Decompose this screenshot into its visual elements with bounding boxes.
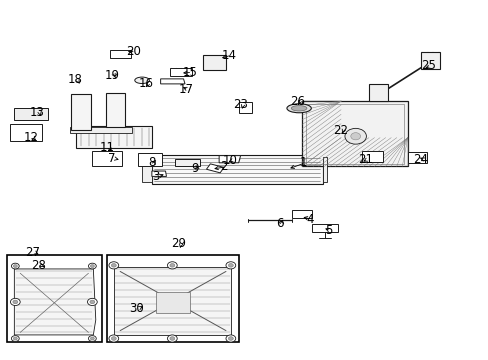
Circle shape: [344, 129, 366, 144]
Text: 5: 5: [324, 224, 331, 238]
Text: 2: 2: [220, 160, 227, 173]
Circle shape: [13, 337, 17, 340]
Text: 11: 11: [99, 141, 114, 154]
Polygon shape: [71, 94, 91, 130]
Text: 9: 9: [191, 162, 198, 175]
Text: 22: 22: [333, 124, 348, 137]
Polygon shape: [203, 55, 225, 69]
Bar: [107, 255, 238, 342]
Polygon shape: [14, 108, 48, 120]
Polygon shape: [219, 156, 240, 163]
Circle shape: [169, 264, 174, 267]
Circle shape: [350, 133, 360, 140]
Polygon shape: [105, 93, 125, 127]
Polygon shape: [10, 125, 42, 141]
Text: 19: 19: [104, 69, 119, 82]
Polygon shape: [206, 164, 224, 173]
Circle shape: [109, 335, 119, 342]
Ellipse shape: [286, 104, 311, 113]
Text: 13: 13: [30, 106, 44, 119]
Circle shape: [225, 262, 235, 269]
Polygon shape: [110, 50, 131, 58]
Polygon shape: [142, 157, 152, 182]
Circle shape: [225, 335, 235, 342]
Circle shape: [111, 264, 116, 267]
Polygon shape: [76, 126, 152, 148]
Text: 3: 3: [152, 170, 159, 183]
Text: 4: 4: [306, 213, 313, 226]
Circle shape: [228, 264, 233, 267]
Ellipse shape: [135, 77, 149, 84]
Polygon shape: [14, 269, 96, 335]
Text: 23: 23: [233, 98, 247, 111]
Text: 6: 6: [275, 217, 283, 230]
Polygon shape: [292, 211, 311, 218]
Text: 17: 17: [178, 83, 193, 96]
Circle shape: [167, 335, 177, 342]
Polygon shape: [302, 101, 407, 166]
Polygon shape: [238, 102, 251, 113]
Circle shape: [13, 265, 17, 267]
Circle shape: [13, 300, 18, 304]
Polygon shape: [70, 127, 132, 134]
Circle shape: [90, 265, 94, 267]
Circle shape: [11, 263, 19, 269]
Polygon shape: [138, 153, 161, 166]
Bar: [6, 255, 102, 342]
Circle shape: [228, 337, 233, 340]
Text: 26: 26: [289, 95, 304, 108]
Circle shape: [87, 298, 97, 306]
Polygon shape: [160, 79, 184, 84]
Circle shape: [88, 263, 96, 269]
Circle shape: [90, 300, 95, 304]
Text: 15: 15: [182, 66, 197, 79]
Bar: [156, 292, 189, 313]
Polygon shape: [420, 51, 439, 69]
Polygon shape: [92, 151, 122, 166]
Text: 7: 7: [108, 152, 115, 165]
Polygon shape: [152, 155, 322, 184]
Text: 18: 18: [67, 73, 82, 86]
Circle shape: [88, 336, 96, 341]
Circle shape: [90, 337, 94, 340]
Polygon shape: [170, 68, 191, 76]
Text: 10: 10: [222, 154, 237, 167]
Circle shape: [169, 337, 174, 340]
Polygon shape: [368, 84, 387, 101]
Polygon shape: [322, 157, 327, 182]
Text: 14: 14: [221, 49, 236, 62]
Polygon shape: [311, 224, 337, 232]
Text: 20: 20: [125, 45, 141, 58]
Text: 30: 30: [129, 302, 143, 315]
Text: 29: 29: [171, 237, 186, 250]
Circle shape: [10, 298, 20, 306]
Polygon shape: [175, 159, 199, 166]
Circle shape: [111, 337, 116, 340]
Text: 1: 1: [299, 156, 306, 169]
Circle shape: [109, 262, 119, 269]
Polygon shape: [407, 152, 427, 163]
Text: 12: 12: [23, 131, 39, 144]
Polygon shape: [114, 267, 230, 335]
Text: 24: 24: [413, 153, 427, 166]
Text: 28: 28: [31, 259, 46, 272]
Circle shape: [167, 262, 177, 269]
Bar: [305, 104, 403, 163]
Polygon shape: [361, 151, 383, 162]
Text: 27: 27: [25, 246, 40, 259]
Text: 21: 21: [357, 153, 372, 166]
Text: 16: 16: [138, 77, 153, 90]
Text: 25: 25: [421, 59, 435, 72]
Text: 8: 8: [148, 156, 155, 169]
Ellipse shape: [291, 105, 306, 111]
Circle shape: [11, 336, 19, 341]
Polygon shape: [152, 171, 166, 176]
